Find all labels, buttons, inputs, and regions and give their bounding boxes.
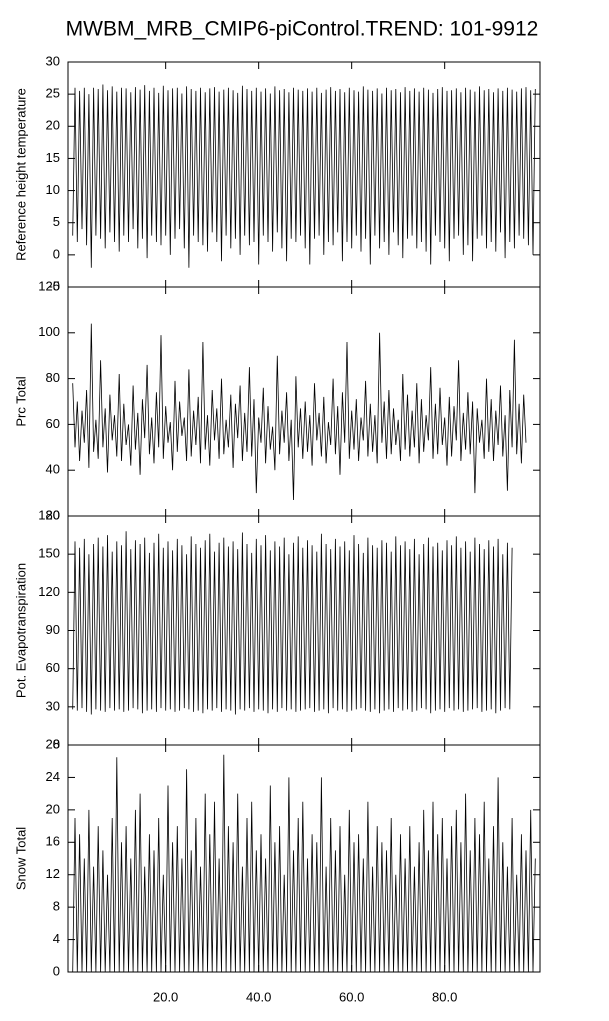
plot-frame: [67, 744, 541, 973]
y-tick-label: 30: [46, 698, 60, 713]
y-tick-label: 5: [53, 214, 60, 229]
data-line: [72, 84, 536, 268]
y-tick-label: 100: [38, 324, 60, 339]
y-tick-label: 10: [46, 182, 60, 197]
data-line: [72, 754, 536, 973]
y-tick-label: 8: [53, 899, 60, 914]
y-tick-label: 12: [46, 866, 60, 881]
y-axis-label: Pot. Evapotranspiration: [13, 563, 28, 698]
y-tick-label: 20: [46, 507, 60, 522]
y-tick-label: 0: [53, 736, 60, 751]
y-tick-label: 28: [46, 736, 60, 751]
y-tick-label: 120: [38, 278, 60, 293]
y-tick-label: 24: [46, 769, 60, 784]
x-tick-label: 80.0: [432, 989, 457, 1004]
y-tick-label: 40: [46, 462, 60, 477]
data-line: [72, 323, 527, 501]
y-tick-label: 16: [46, 834, 60, 849]
y-tick-label: 25: [46, 86, 60, 101]
y-axis-label: Prc Total: [13, 376, 28, 426]
data-line: [72, 531, 513, 715]
y-tick-label: 180: [38, 507, 60, 522]
y-tick-label: 80: [46, 370, 60, 385]
y-tick-label: 90: [46, 622, 60, 637]
y-tick-label: 4: [53, 931, 60, 946]
x-tick-label: 20.0: [153, 989, 178, 1004]
y-tick-label: 0: [53, 963, 60, 978]
x-tick-label: 60.0: [339, 989, 364, 1004]
y-tick-label: 15: [46, 150, 60, 165]
y-tick-label: 30: [46, 53, 60, 68]
y-tick-label: -5: [48, 278, 60, 293]
x-tick-label: 40.0: [246, 989, 271, 1004]
y-axis-label: Reference height temperature: [13, 88, 28, 261]
plot-frame: [67, 286, 541, 517]
y-tick-label: 60: [46, 660, 60, 675]
y-axis-label: Snow Total: [13, 827, 28, 890]
y-tick-label: 20: [46, 801, 60, 816]
y-tick-label: 150: [38, 546, 60, 561]
y-tick-label: 60: [46, 416, 60, 431]
y-tick-label: 20: [46, 118, 60, 133]
y-tick-label: 120: [38, 584, 60, 599]
y-tick-label: 0: [53, 246, 60, 261]
chart-title: MWBM_MRB_CMIP6-piControl.TREND: 101-9912: [66, 18, 539, 41]
